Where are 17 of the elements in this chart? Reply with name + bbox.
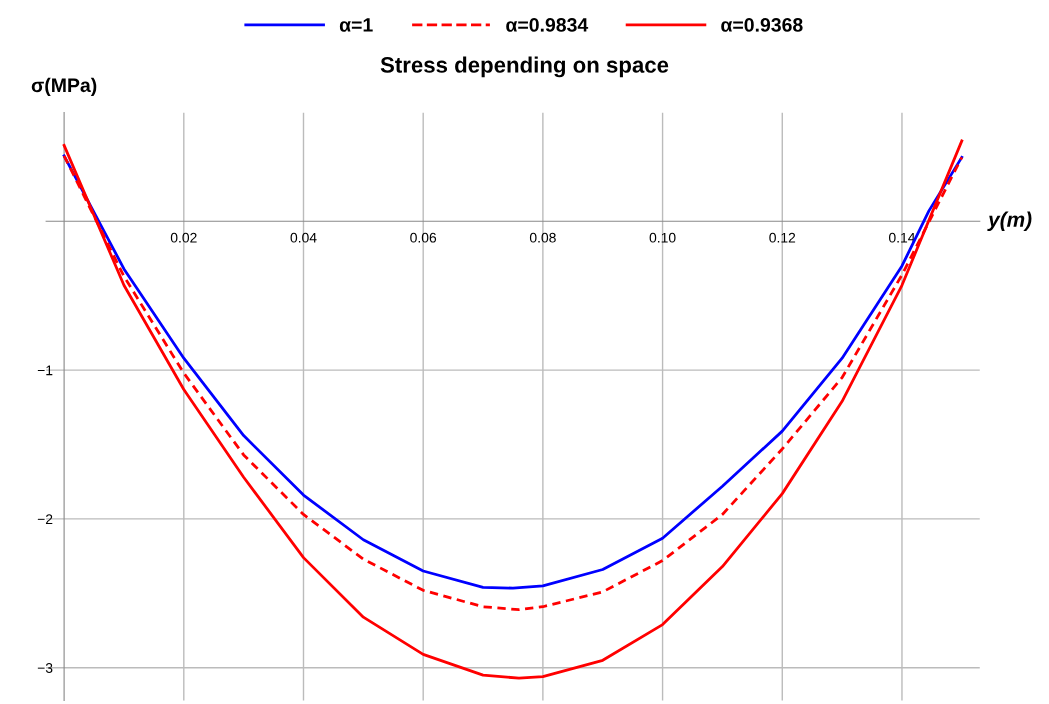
line-series (62, 139, 964, 680)
y-axis-title: σ(MPa) (31, 77, 97, 96)
y-tick-label: −2 (37, 514, 53, 524)
legend-label: α=1 (339, 18, 373, 32)
x-tick-label: 0.06 (410, 232, 437, 243)
legend-label: α=0.9368 (721, 18, 803, 32)
x-tick-label: 0.14 (888, 232, 916, 243)
y-tick-label: −1 (37, 365, 53, 376)
chart-title: Stress depending on space (380, 56, 669, 78)
x-axis-title: y(m) (987, 211, 1032, 231)
x-tick-label: 0.10 (649, 232, 676, 243)
x-tick-label: 0.04 (290, 232, 317, 243)
y-tick-label: −3 (37, 663, 53, 673)
x-tick-label: 0.12 (769, 232, 796, 243)
x-tick-label: 0.02 (170, 232, 197, 243)
legend-label: α=0.9834 (506, 18, 589, 32)
x-tick-label: 0.08 (529, 232, 556, 243)
